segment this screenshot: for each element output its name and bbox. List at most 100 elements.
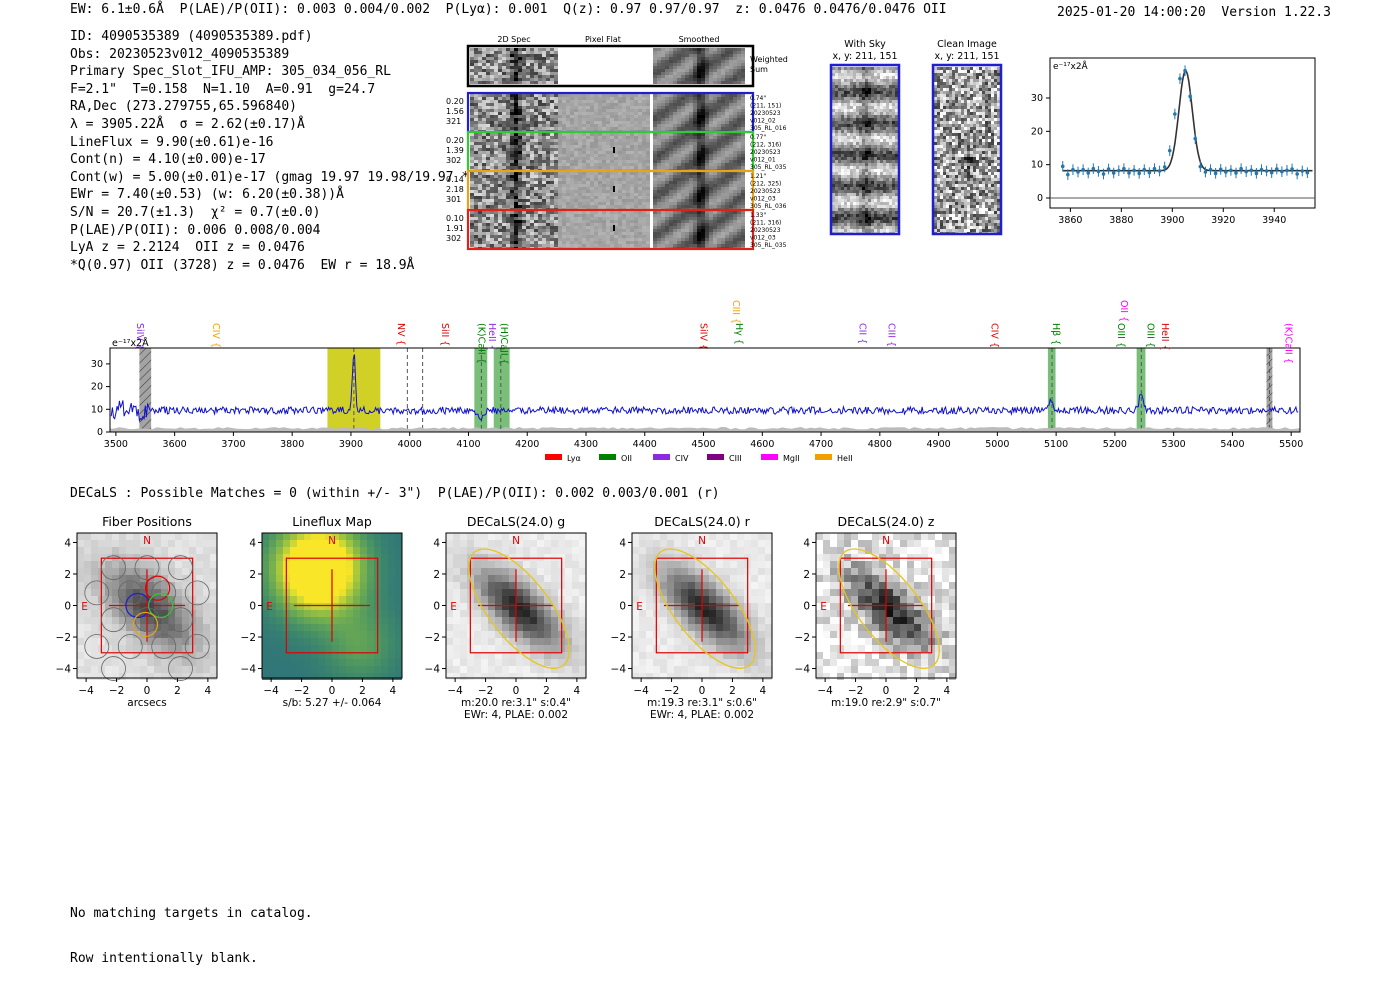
image-pixel bbox=[697, 54, 701, 57]
image-pixel bbox=[554, 217, 558, 220]
image-pixel bbox=[862, 106, 865, 109]
image-pixel bbox=[856, 136, 859, 139]
image-pixel bbox=[506, 229, 510, 232]
image-pixel bbox=[622, 229, 626, 232]
image-pixel bbox=[729, 75, 733, 78]
image-pixel bbox=[868, 94, 871, 97]
image-pixel bbox=[614, 124, 618, 127]
image-pixel bbox=[514, 145, 518, 148]
image-pixel bbox=[850, 94, 853, 97]
image-pixel bbox=[669, 100, 673, 103]
image-pixel bbox=[570, 109, 574, 112]
image-pixel bbox=[874, 175, 877, 178]
image-pixel bbox=[518, 139, 522, 142]
image-pixel bbox=[546, 214, 550, 217]
image-pixel bbox=[490, 214, 494, 217]
image-pixel bbox=[697, 60, 701, 63]
image-pixel bbox=[646, 232, 650, 235]
image-pixel bbox=[622, 112, 626, 115]
image-pixel bbox=[542, 72, 546, 75]
image-pixel bbox=[713, 106, 717, 109]
image-pixel bbox=[554, 160, 558, 163]
image-pixel bbox=[630, 220, 634, 223]
image-pixel bbox=[642, 97, 646, 100]
image-pixel bbox=[721, 75, 725, 78]
image-pixel bbox=[892, 154, 895, 157]
image-pixel bbox=[681, 81, 685, 84]
image-pixel bbox=[709, 184, 713, 187]
image-pixel bbox=[725, 106, 729, 109]
image-pixel bbox=[598, 214, 602, 217]
image-pixel bbox=[598, 199, 602, 202]
image-pixel bbox=[665, 139, 669, 142]
image-pixel bbox=[510, 127, 514, 130]
image-pixel bbox=[859, 76, 862, 79]
image-pixel bbox=[594, 202, 598, 205]
image-pixel bbox=[729, 94, 733, 97]
image-pixel bbox=[709, 226, 713, 229]
image-pixel bbox=[502, 57, 506, 60]
image-pixel bbox=[868, 127, 871, 130]
image-pixel bbox=[570, 172, 574, 175]
image-pixel bbox=[558, 196, 562, 199]
image-pixel bbox=[490, 196, 494, 199]
image-pixel bbox=[653, 166, 657, 169]
image-pixel bbox=[602, 148, 606, 151]
image-pixel bbox=[570, 199, 574, 202]
image-pixel bbox=[835, 100, 838, 103]
image-pixel bbox=[669, 187, 673, 190]
image-pixel bbox=[733, 166, 737, 169]
image-pixel bbox=[701, 199, 705, 202]
image-pixel bbox=[470, 181, 474, 184]
image-pixel bbox=[883, 121, 886, 124]
image-pixel bbox=[705, 211, 709, 214]
image-pixel bbox=[835, 154, 838, 157]
image-pixel bbox=[490, 154, 494, 157]
image-pixel bbox=[546, 205, 550, 208]
image-pixel bbox=[877, 67, 880, 70]
image-pixel bbox=[494, 72, 498, 75]
image-pixel bbox=[646, 181, 650, 184]
image-pixel bbox=[498, 190, 502, 193]
image-pixel bbox=[713, 100, 717, 103]
image-pixel bbox=[510, 202, 514, 205]
image-pixel bbox=[542, 235, 546, 238]
image-pixel bbox=[546, 54, 550, 57]
image-pixel bbox=[642, 214, 646, 217]
image-pixel bbox=[709, 220, 713, 223]
image-pixel bbox=[657, 106, 661, 109]
image-pixel bbox=[661, 151, 665, 154]
version: Version 1.22.3 bbox=[1221, 5, 1331, 20]
image-pixel bbox=[482, 196, 486, 199]
image-pixel bbox=[490, 145, 494, 148]
image-pixel bbox=[657, 223, 661, 226]
image-pixel bbox=[578, 106, 582, 109]
image-pixel bbox=[562, 145, 566, 148]
image-pixel bbox=[526, 103, 530, 106]
image-pixel bbox=[478, 235, 482, 238]
image-pixel bbox=[847, 145, 850, 148]
image-pixel bbox=[657, 69, 661, 72]
image-pixel bbox=[862, 154, 865, 157]
image-pixel bbox=[538, 145, 542, 148]
image-pixel bbox=[478, 115, 482, 118]
image-pixel bbox=[717, 160, 721, 163]
image-pixel bbox=[578, 109, 582, 112]
image-pixel bbox=[482, 97, 486, 100]
image-pixel bbox=[534, 217, 538, 220]
image-pixel bbox=[538, 238, 542, 241]
image-pixel bbox=[717, 229, 721, 232]
image-pixel bbox=[689, 94, 693, 97]
image-pixel bbox=[546, 184, 550, 187]
image-pixel bbox=[847, 100, 850, 103]
image-pixel bbox=[634, 166, 638, 169]
image-pixel bbox=[586, 187, 590, 190]
image-pixel bbox=[534, 51, 538, 54]
image-pixel bbox=[586, 178, 590, 181]
image-pixel bbox=[705, 238, 709, 241]
image-pixel bbox=[733, 211, 737, 214]
image-pixel bbox=[868, 178, 871, 181]
image-pixel bbox=[618, 235, 622, 238]
image-pixel bbox=[494, 136, 498, 139]
image-pixel bbox=[570, 217, 574, 220]
